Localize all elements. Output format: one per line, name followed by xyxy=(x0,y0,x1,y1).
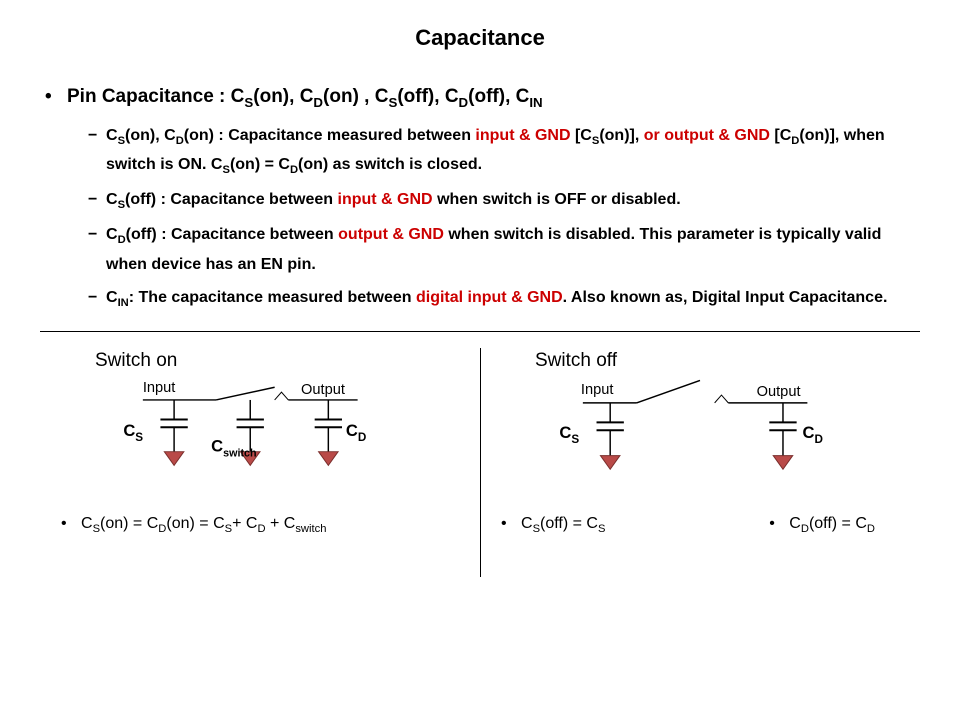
equation-on: • CS(on) = CD(on) = CS+ CD + Cswitch xyxy=(55,515,326,535)
svg-text:CS: CS xyxy=(123,421,143,444)
switch-off-panel: Switch off Input Output xyxy=(480,340,920,535)
switch-on-diagram: Input Output CS Cswitch xyxy=(55,374,465,504)
svg-text:Input: Input xyxy=(581,382,614,398)
svg-text:CD: CD xyxy=(803,423,823,446)
svg-text:CD: CD xyxy=(346,421,366,444)
panel-title: Switch off xyxy=(535,350,905,372)
equation-off-cd: • CD(off) = CD xyxy=(763,515,875,535)
equation-off-cs: • CS(off) = CS xyxy=(495,515,605,535)
diagram-row: Switch on Input Output xyxy=(40,340,920,535)
page-title: Capacitance xyxy=(40,25,920,51)
panel-title: Switch on xyxy=(95,350,465,372)
output-label: Output xyxy=(301,382,345,398)
svg-text:CS: CS xyxy=(559,423,579,446)
sub-item: − CIN: The capacitance measured between … xyxy=(88,284,920,313)
svg-text:Output: Output xyxy=(757,384,801,400)
sub-item: − CD(off) : Capacitance between output &… xyxy=(88,221,920,277)
sub-item: − CS(on), CD(on) : Capacitance measured … xyxy=(88,122,920,180)
switch-off-diagram: Input Output CS CD xyxy=(495,374,905,504)
main-bullet: •Pin Capacitance : CS(on), CD(on) , CS(o… xyxy=(45,86,920,110)
input-label: Input xyxy=(143,380,176,396)
divider xyxy=(40,331,920,332)
sub-bullet-list: − CS(on), CD(on) : Capacitance measured … xyxy=(88,122,920,313)
switch-on-panel: Switch on Input Output xyxy=(40,340,480,535)
sub-item: − CS(off) : Capacitance between input & … xyxy=(88,186,920,215)
